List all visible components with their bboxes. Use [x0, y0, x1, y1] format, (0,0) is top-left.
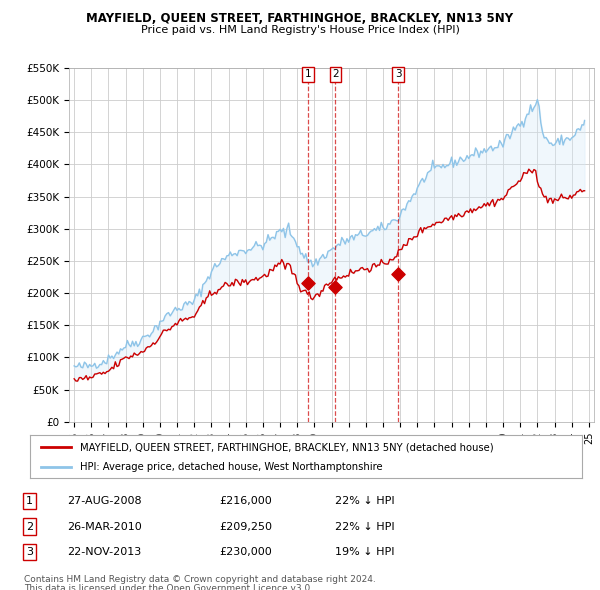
Text: MAYFIELD, QUEEN STREET, FARTHINGHOE, BRACKLEY, NN13 5NY (detached house): MAYFIELD, QUEEN STREET, FARTHINGHOE, BRA…	[80, 442, 493, 453]
Text: 1: 1	[305, 69, 311, 79]
Text: 3: 3	[395, 69, 401, 79]
Text: £216,000: £216,000	[220, 496, 272, 506]
Text: £209,250: £209,250	[220, 522, 272, 532]
Text: This data is licensed under the Open Government Licence v3.0.: This data is licensed under the Open Gov…	[24, 584, 313, 590]
Text: 1: 1	[26, 496, 33, 506]
Text: HPI: Average price, detached house, West Northamptonshire: HPI: Average price, detached house, West…	[80, 463, 382, 472]
Text: 22-NOV-2013: 22-NOV-2013	[67, 548, 141, 557]
Text: 2: 2	[26, 522, 33, 532]
Text: 26-MAR-2010: 26-MAR-2010	[67, 522, 142, 532]
Point	[331, 283, 340, 292]
Text: 22% ↓ HPI: 22% ↓ HPI	[335, 496, 394, 506]
Text: 22% ↓ HPI: 22% ↓ HPI	[335, 522, 394, 532]
Text: £230,000: £230,000	[220, 548, 272, 557]
Point	[304, 278, 313, 287]
Point	[394, 269, 403, 278]
Text: 27-AUG-2008: 27-AUG-2008	[67, 496, 142, 506]
Text: Price paid vs. HM Land Registry's House Price Index (HPI): Price paid vs. HM Land Registry's House …	[140, 25, 460, 35]
Text: 2: 2	[332, 69, 339, 79]
Text: Contains HM Land Registry data © Crown copyright and database right 2024.: Contains HM Land Registry data © Crown c…	[24, 575, 376, 584]
Text: 3: 3	[26, 548, 33, 557]
Text: 19% ↓ HPI: 19% ↓ HPI	[335, 548, 394, 557]
Text: MAYFIELD, QUEEN STREET, FARTHINGHOE, BRACKLEY, NN13 5NY: MAYFIELD, QUEEN STREET, FARTHINGHOE, BRA…	[86, 12, 514, 25]
